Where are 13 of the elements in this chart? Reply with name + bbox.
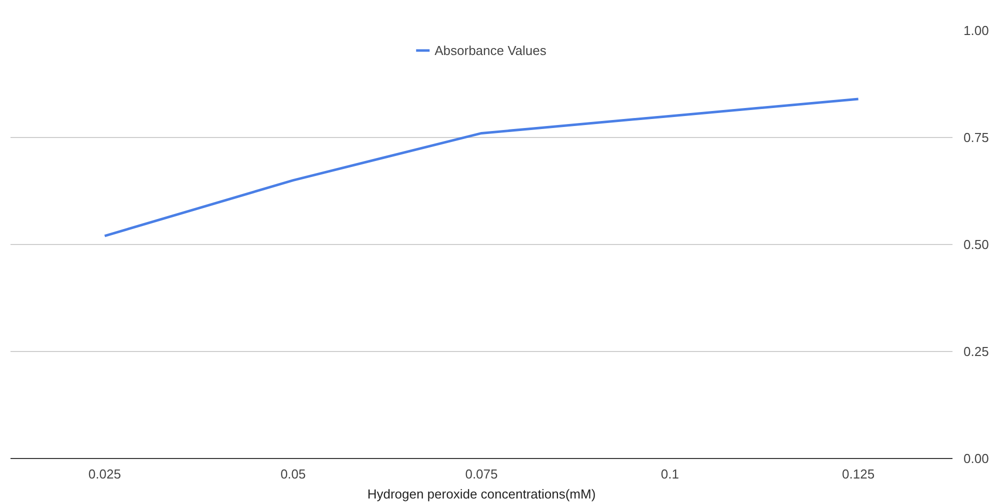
x-tick-label: 0.025: [88, 466, 121, 482]
y-tick-label: 0.75: [964, 130, 989, 145]
x-tick-label: 0.075: [465, 466, 498, 482]
x-tick-label: 0.125: [842, 466, 875, 482]
y-tick-label: 1.00: [964, 23, 989, 38]
x-tick-label: 0.1: [660, 466, 679, 482]
y-tick-label: 0.50: [964, 237, 989, 252]
legend-label: Absorbance Values: [434, 42, 546, 58]
x-tick-label: 0.05: [280, 466, 306, 482]
x-axis-title: Hydrogen peroxide concentrations(mM): [367, 486, 596, 502]
line-series: [103, 98, 860, 238]
y-tick-label: 0.25: [964, 344, 989, 359]
y-tick-label: 0.00: [964, 451, 989, 466]
